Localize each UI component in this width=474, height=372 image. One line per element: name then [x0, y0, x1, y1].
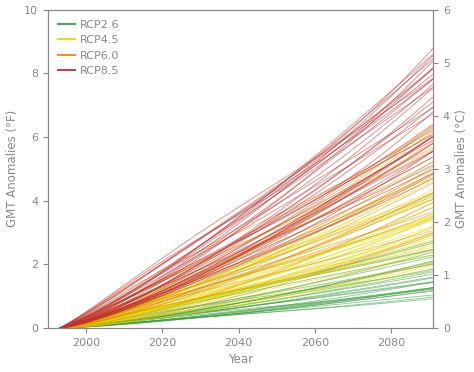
- Y-axis label: GMT Anomalies (°C): GMT Anomalies (°C): [456, 109, 468, 228]
- Y-axis label: GMT Anomalies (°F): GMT Anomalies (°F): [6, 110, 18, 228]
- Legend: RCP2.6, RCP4.5, RCP6.0, RCP8.5: RCP2.6, RCP4.5, RCP6.0, RCP8.5: [54, 15, 124, 81]
- X-axis label: Year: Year: [228, 353, 253, 366]
